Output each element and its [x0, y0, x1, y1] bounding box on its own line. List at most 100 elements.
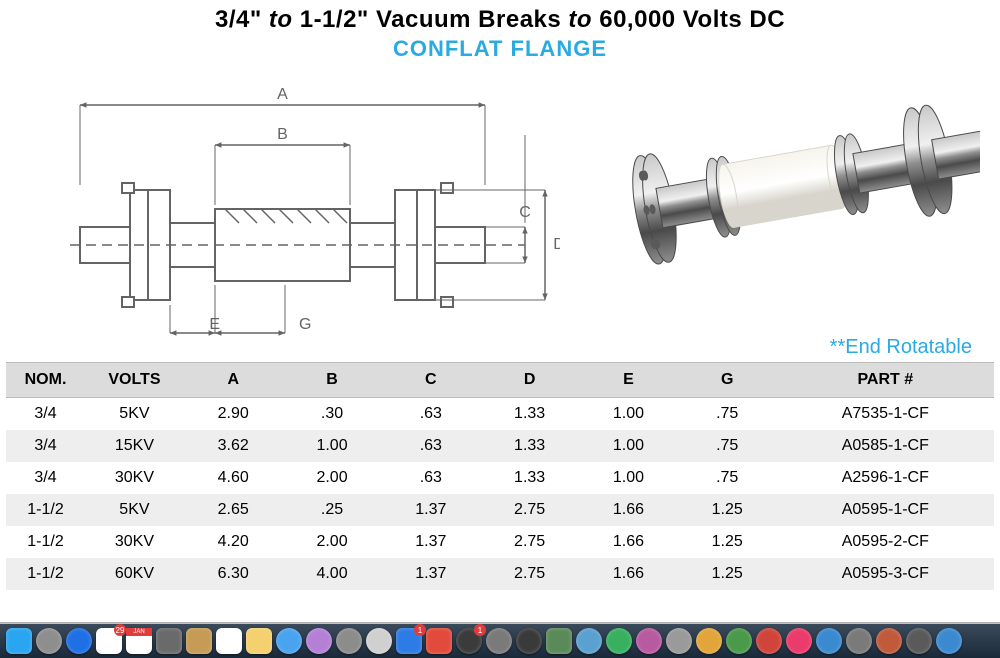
generic4-icon[interactable] — [366, 628, 392, 654]
svg-text:D: D — [553, 236, 560, 253]
table-cell: 1.00 — [283, 430, 382, 462]
table-cell: 15KV — [85, 430, 184, 462]
table-cell: 3/4 — [6, 462, 85, 494]
calendar-icon[interactable]: 29 — [96, 628, 122, 654]
launchpad-icon[interactable] — [36, 628, 62, 654]
table-cell: 30KV — [85, 462, 184, 494]
music-icon[interactable] — [786, 628, 812, 654]
table-cell: .75 — [678, 430, 777, 462]
table-cell: .63 — [381, 462, 480, 494]
reminders-icon[interactable] — [216, 628, 242, 654]
table-cell: .75 — [678, 398, 777, 431]
rotatable-note: **End Rotatable — [830, 336, 972, 359]
generic5-icon[interactable]: 1 — [456, 628, 482, 654]
svg-text:B: B — [277, 126, 288, 143]
table-cell: 2.00 — [283, 462, 382, 494]
table-cell: 30KV — [85, 526, 184, 558]
table-cell: 1.37 — [381, 526, 480, 558]
table-header-cell: NOM. — [6, 363, 85, 398]
product-photo: **End Rotatable — [600, 75, 980, 355]
generic8-icon[interactable] — [576, 628, 602, 654]
table-header-cell: G — [678, 363, 777, 398]
table-cell: .75 — [678, 462, 777, 494]
notes-icon[interactable] — [246, 628, 272, 654]
table-row: 1-1/260KV6.304.001.372.751.661.25A0595-3… — [6, 558, 994, 590]
generic14-icon[interactable] — [756, 628, 782, 654]
table-cell: 2.75 — [480, 494, 579, 526]
table-cell: 2.65 — [184, 494, 283, 526]
table-cell: .63 — [381, 398, 480, 431]
table-cell: 1.33 — [480, 398, 579, 431]
table-cell: 2.75 — [480, 558, 579, 590]
generic13-icon[interactable] — [726, 628, 752, 654]
table-header-cell: C — [381, 363, 480, 398]
table-header-cell: E — [579, 363, 678, 398]
generic17-icon[interactable] — [876, 628, 902, 654]
table-cell: A0595-1-CF — [777, 494, 994, 526]
table-row: 3/430KV4.602.00.631.331.00.75A2596-1-CF — [6, 462, 994, 494]
table-cell: 1.66 — [579, 558, 678, 590]
photos-icon[interactable] — [426, 628, 452, 654]
table-cell: 1.25 — [678, 558, 777, 590]
table-header-cell: A — [184, 363, 283, 398]
generic16-icon[interactable] — [846, 628, 872, 654]
generic7-icon[interactable] — [546, 628, 572, 654]
table-cell: 2.00 — [283, 526, 382, 558]
app-store-icon[interactable] — [66, 628, 92, 654]
table-header-cell: PART # — [777, 363, 994, 398]
table-cell: 1.37 — [381, 558, 480, 590]
spotlight-icon[interactable] — [306, 628, 332, 654]
table-header-cell: D — [480, 363, 579, 398]
table-header-cell: B — [283, 363, 382, 398]
badge: 29 — [114, 624, 126, 636]
generic6-icon[interactable] — [516, 628, 542, 654]
table-row: 3/45KV2.90.30.631.331.00.75A7535-1-CF — [6, 398, 994, 431]
generic12-icon[interactable] — [696, 628, 722, 654]
generic2-icon[interactable] — [186, 628, 212, 654]
generic10-icon[interactable] — [636, 628, 662, 654]
title-seg-4: to — [568, 6, 592, 33]
title-seg-5: 60,000 Volts DC — [592, 6, 785, 33]
generic9-icon[interactable] — [606, 628, 632, 654]
safari-icon[interactable] — [276, 628, 302, 654]
spec-table-wrap: NOM.VOLTSABCDEGPART # 3/45KV2.90.30.631.… — [0, 362, 1000, 590]
table-cell: 5KV — [85, 398, 184, 431]
table-cell: 3.62 — [184, 430, 283, 462]
generic18-icon[interactable] — [906, 628, 932, 654]
table-cell: 60KV — [85, 558, 184, 590]
dock[interactable]: 29JAN11 — [0, 624, 1000, 658]
figures-row: ABCD**EG **End Rotatable — [0, 62, 1000, 362]
table-row: 1-1/25KV2.65.251.372.751.661.25A0595-1-C… — [6, 494, 994, 526]
table-cell: A7535-1-CF — [777, 398, 994, 431]
calendar2-icon[interactable]: JAN — [126, 628, 152, 654]
table-cell: 1.37 — [381, 494, 480, 526]
generic11-icon[interactable] — [666, 628, 692, 654]
table-cell: 5KV — [85, 494, 184, 526]
dimension-diagram: ABCD**EG — [40, 75, 560, 355]
table-header-cell: VOLTS — [85, 363, 184, 398]
generic15-icon[interactable] — [816, 628, 842, 654]
table-cell: 3/4 — [6, 430, 85, 462]
svg-text:A: A — [277, 86, 288, 103]
table-cell: A2596-1-CF — [777, 462, 994, 494]
mail-icon[interactable]: 1 — [396, 628, 422, 654]
table-cell: 1.00 — [579, 430, 678, 462]
generic19-icon[interactable] — [936, 628, 962, 654]
generic1-icon[interactable] — [156, 628, 182, 654]
icon-label: JAN — [126, 628, 152, 636]
finder-icon[interactable] — [6, 628, 32, 654]
settings-icon[interactable] — [486, 628, 512, 654]
table-cell: 1.66 — [579, 526, 678, 558]
table-cell: 2.90 — [184, 398, 283, 431]
table-cell: .30 — [283, 398, 382, 431]
table-cell: .63 — [381, 430, 480, 462]
table-cell: 1.00 — [579, 462, 678, 494]
page-title: 3/4" to 1-1/2" Vacuum Breaks to 60,000 V… — [0, 6, 1000, 34]
generic3-icon[interactable] — [336, 628, 362, 654]
table-cell: 4.00 — [283, 558, 382, 590]
table-cell: 1-1/2 — [6, 494, 85, 526]
spec-table: NOM.VOLTSABCDEGPART # 3/45KV2.90.30.631.… — [6, 362, 994, 590]
table-cell: 1.25 — [678, 526, 777, 558]
svg-text:E: E — [209, 316, 220, 333]
table-cell: 1.33 — [480, 462, 579, 494]
